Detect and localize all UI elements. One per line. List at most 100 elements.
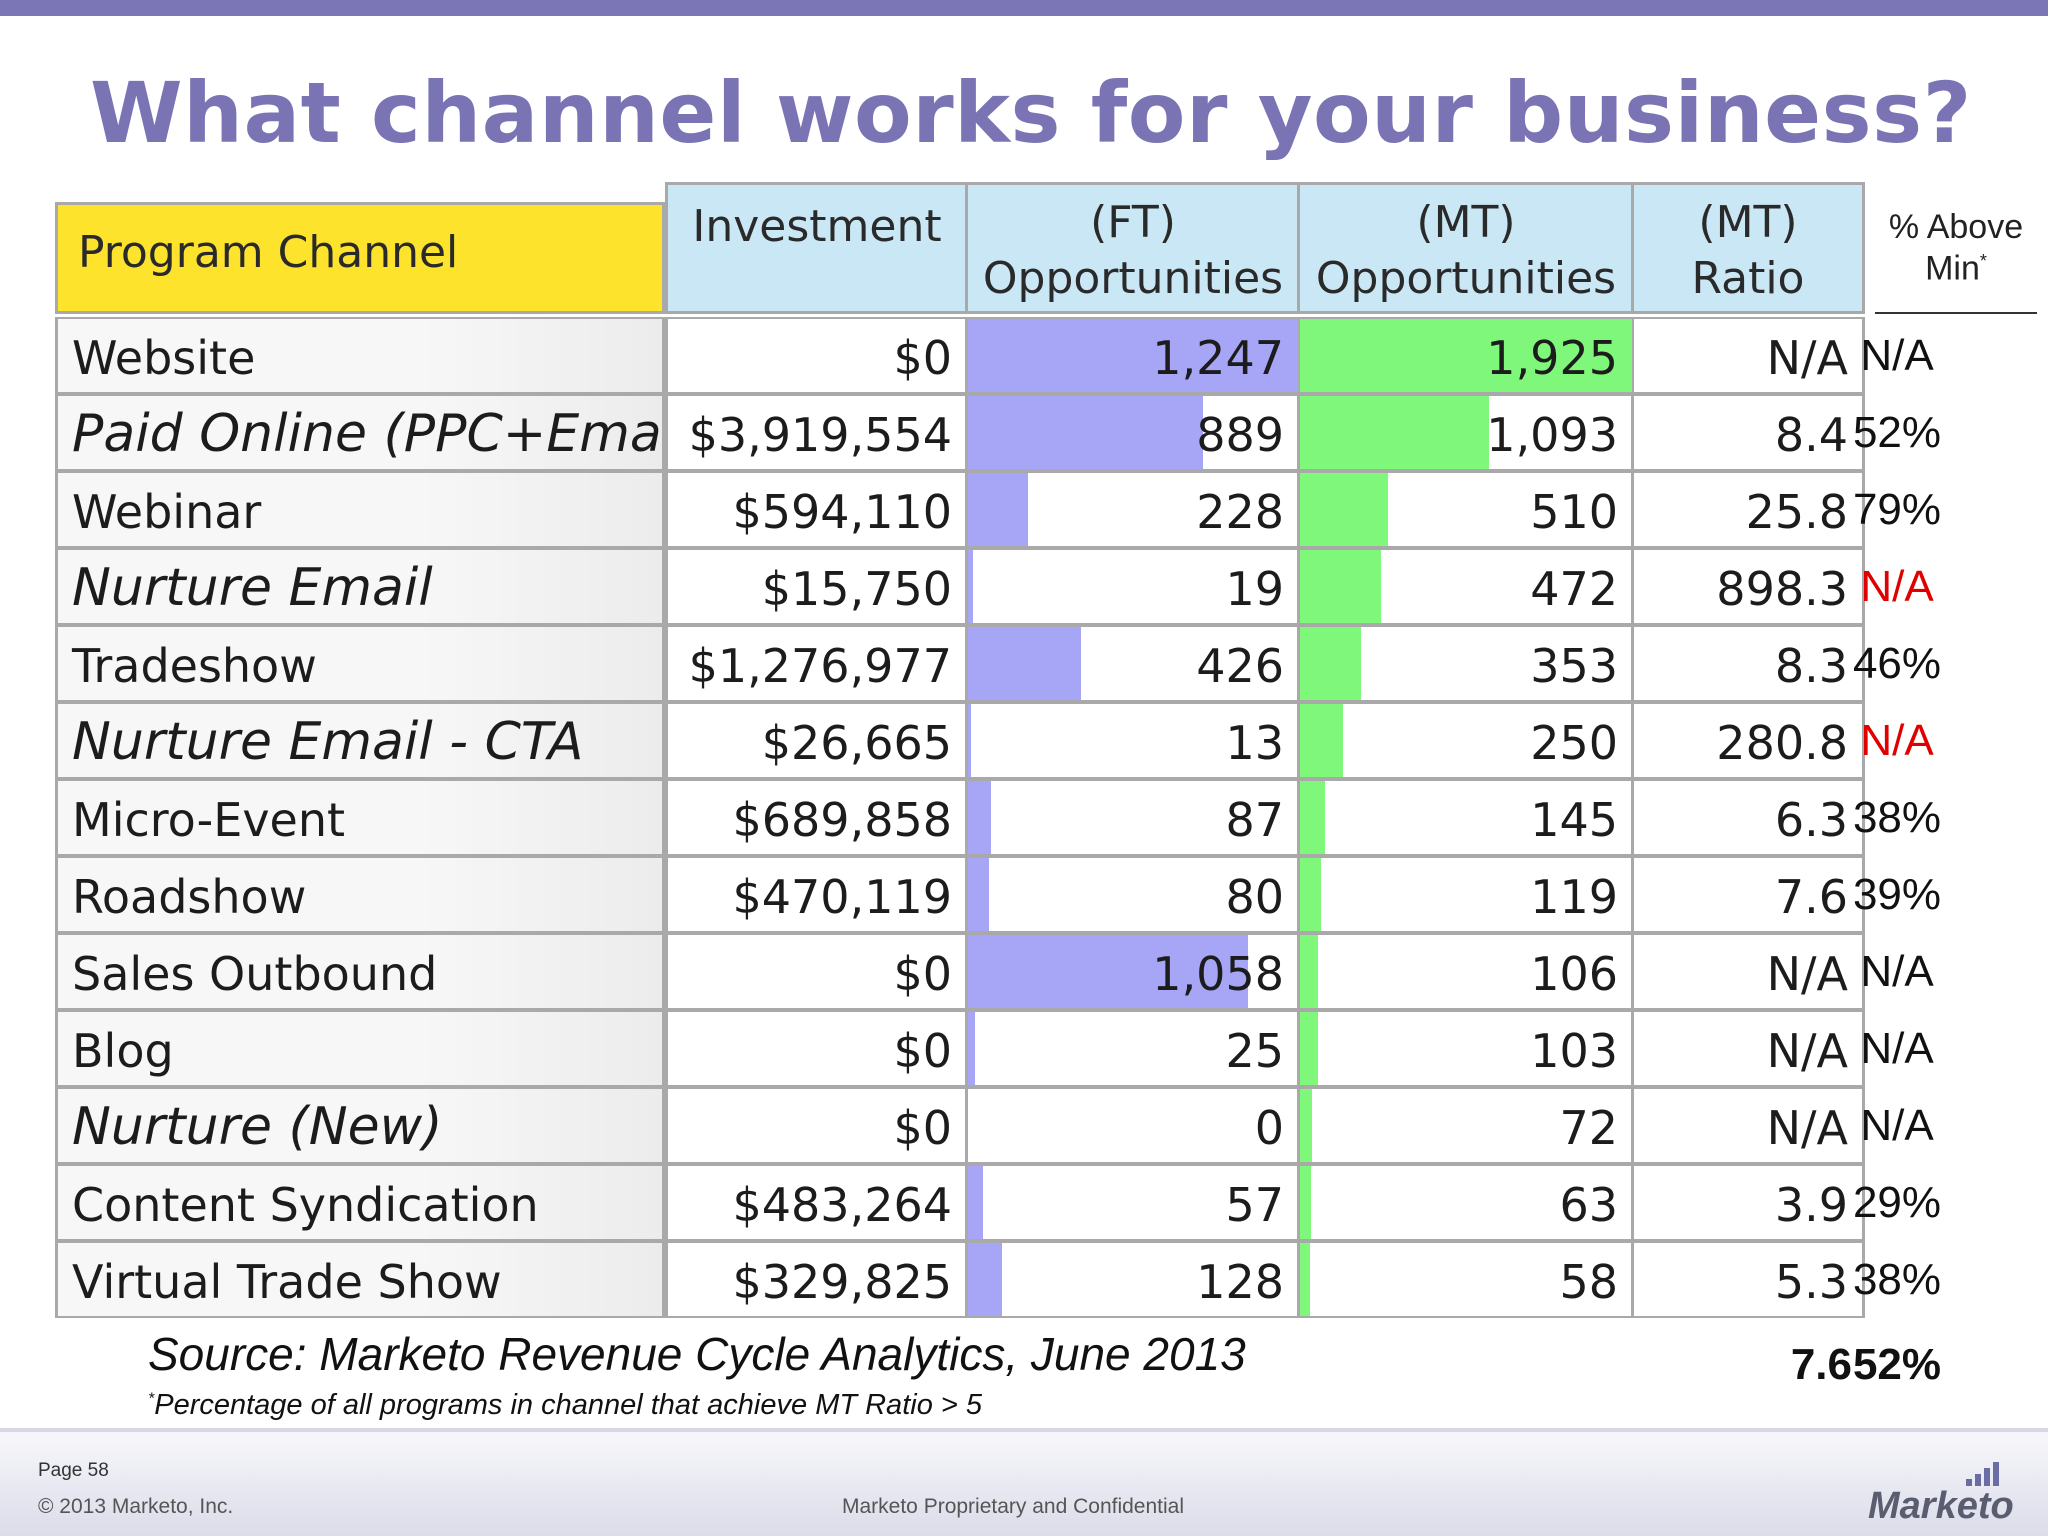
mt-ratio-value: N/A — [1766, 1101, 1848, 1155]
source-note: Source: Marketo Revenue Cycle Analytics,… — [148, 1328, 1246, 1380]
header-mt-opportunities: (MT) Opportunities — [1297, 182, 1635, 314]
investment-cell: $1,276,977 — [665, 625, 969, 702]
ft-data-bar — [968, 781, 992, 854]
marketo-logo: Marketo — [1868, 1485, 2014, 1527]
mt-ratio-value: 280.8 — [1716, 716, 1848, 770]
mt-opportunities-cell: 63 — [1297, 1164, 1635, 1241]
channel-cell: Website — [55, 317, 665, 394]
table-row: Roadshow $470,119 80 119 7.6 — [55, 856, 1865, 933]
channel-cell: Webinar — [55, 471, 665, 548]
mt-opportunities-value: 472 — [1530, 562, 1618, 616]
header-mt-ratio: (MT) Ratio — [1631, 182, 1865, 314]
mt-ratio-value: 898.3 — [1716, 562, 1848, 616]
mt-data-bar — [1300, 781, 1325, 854]
mt-opportunities-value: 145 — [1530, 793, 1618, 847]
header-program-channel: Program Channel — [55, 202, 665, 314]
ft-opportunities-value: 128 — [1196, 1255, 1284, 1309]
table-row: Nurture Email $15,750 19 472 898.3 — [55, 548, 1865, 625]
mt-ratio-cell: N/A — [1631, 317, 1865, 394]
channel-name: Nurture (New) — [72, 1097, 443, 1157]
ft-opportunities-cell: 57 — [965, 1164, 1301, 1241]
mt-ratio-cell: 6.3 — [1631, 779, 1865, 856]
mt-opportunities-value: 58 — [1559, 1255, 1618, 1309]
channel-cell: Micro-Event — [55, 779, 665, 856]
channel-cell: Sales Outbound — [55, 933, 665, 1010]
ft-opportunities-cell: 1,247 — [965, 317, 1301, 394]
mt-data-bar — [1300, 1243, 1310, 1316]
mt-ratio-value: N/A — [1766, 331, 1848, 385]
investment-cell: $689,858 — [665, 779, 969, 856]
mt-opportunities-cell: 106 — [1297, 933, 1635, 1010]
header-pct-line2: Min — [1925, 249, 1980, 288]
mt-ratio-cell: 7.6 — [1631, 856, 1865, 933]
mt-data-bar — [1300, 319, 1632, 392]
mt-data-bar — [1300, 858, 1321, 931]
confidential-note: Marketo Proprietary and Confidential — [842, 1495, 1185, 1518]
ft-data-bar — [968, 1243, 1002, 1316]
investment-cell: $0 — [665, 1087, 969, 1164]
footnote: *Percentage of all programs in channel t… — [148, 1389, 982, 1422]
header-mt-line2: Opportunities — [1315, 253, 1617, 304]
channel-name: Roadshow — [72, 870, 307, 924]
channel-name: Virtual Trade Show — [72, 1255, 502, 1309]
investment-value: $594,110 — [732, 485, 953, 539]
table-row: Nurture Email - CTA $26,665 13 250 280.8 — [55, 702, 1865, 779]
ft-opportunities-cell: 0 — [965, 1087, 1301, 1164]
mt-ratio-cell: 25.8 — [1631, 471, 1865, 548]
channel-name: Nurture Email - CTA — [72, 712, 584, 772]
investment-cell: $3,919,554 — [665, 394, 969, 471]
investment-cell: $26,665 — [665, 702, 969, 779]
ft-opportunities-cell: 25 — [965, 1010, 1301, 1087]
channel-cell: Roadshow — [55, 856, 665, 933]
investment-value: $3,919,554 — [688, 408, 952, 462]
mt-ratio-value: 3.9 — [1774, 1178, 1848, 1232]
ft-data-bar — [968, 550, 974, 623]
investment-cell: $594,110 — [665, 471, 969, 548]
ft-opportunities-value: 19 — [1225, 562, 1284, 616]
pct-above-min-value: 52% — [1852, 408, 1942, 457]
mt-opportunities-cell: 103 — [1297, 1010, 1635, 1087]
ft-opportunities-cell: 1,058 — [965, 933, 1301, 1010]
mt-data-bar — [1300, 1012, 1318, 1085]
ft-opportunities-value: 80 — [1225, 870, 1284, 924]
mt-opportunities-value: 103 — [1530, 1024, 1618, 1078]
mt-opportunities-cell: 72 — [1297, 1087, 1635, 1164]
ft-opportunities-cell: 128 — [965, 1241, 1301, 1318]
investment-value: $483,264 — [732, 1178, 953, 1232]
mt-opportunities-cell: 1,093 — [1297, 394, 1635, 471]
pct-above-min-value: 46% — [1852, 639, 1942, 688]
mt-ratio-value: 6.3 — [1774, 793, 1848, 847]
table-row: Website $0 1,247 1,925 N/A — [55, 317, 1865, 394]
ft-opportunities-value: 889 — [1196, 408, 1284, 462]
mt-data-bar — [1300, 550, 1382, 623]
pct-above-min-value: N/A — [1860, 1024, 1934, 1073]
mt-opportunities-cell: 145 — [1297, 779, 1635, 856]
pct-above-min-value: N/A — [1860, 1101, 1934, 1150]
ft-opportunities-value: 1,247 — [1152, 331, 1284, 385]
channel-name: Blog — [72, 1024, 174, 1078]
ft-opportunities-cell: 19 — [965, 548, 1301, 625]
ft-data-bar — [968, 473, 1029, 546]
investment-cell: $0 — [665, 1010, 969, 1087]
mt-ratio-value: N/A — [1766, 947, 1848, 1001]
mt-opportunities-cell: 353 — [1297, 625, 1635, 702]
channel-name: Sales Outbound — [72, 947, 438, 1001]
mt-ratio-cell: 8.3 — [1631, 625, 1865, 702]
channel-name: Webinar — [72, 485, 262, 539]
mt-data-bar — [1300, 396, 1489, 469]
mt-ratio-cell: 280.8 — [1631, 702, 1865, 779]
mt-ratio-value: 7.6 — [1774, 870, 1848, 924]
mt-opportunities-cell: 58 — [1297, 1241, 1635, 1318]
ft-data-bar — [968, 1166, 984, 1239]
investment-value: $1,276,977 — [688, 639, 952, 693]
mt-data-bar — [1300, 935, 1319, 1008]
mt-ratio-value: 8.4 — [1774, 408, 1848, 462]
mt-opportunities-value: 63 — [1559, 1178, 1618, 1232]
mt-ratio-value: 8.3 — [1774, 639, 1848, 693]
pct-above-min-value: 29% — [1852, 1178, 1942, 1227]
ft-opportunities-cell: 889 — [965, 394, 1301, 471]
pct-above-min-value: 38% — [1852, 1255, 1942, 1304]
ft-opportunities-cell: 13 — [965, 702, 1301, 779]
channel-name: Content Syndication — [72, 1178, 539, 1232]
table-row: Content Syndication $483,264 57 63 3.9 — [55, 1164, 1865, 1241]
